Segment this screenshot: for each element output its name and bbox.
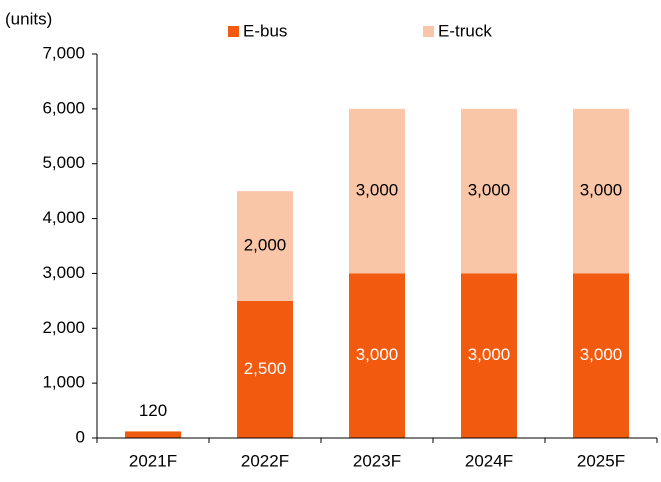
x-tick-label: 2023F xyxy=(353,451,401,470)
y-tick-label: 5,000 xyxy=(42,153,85,172)
data-label: 2,000 xyxy=(244,235,287,254)
x-tick-label: 2025F xyxy=(577,451,625,470)
y-tick-label: 4,000 xyxy=(42,208,85,227)
legend-swatch xyxy=(423,26,434,37)
x-tick-label: 2021F xyxy=(129,451,177,470)
y-tick-label: 6,000 xyxy=(42,98,85,117)
data-label: 3,000 xyxy=(580,345,623,364)
y-tick-label: 2,000 xyxy=(42,318,85,337)
y-axis-label: (units) xyxy=(5,9,52,28)
legend-label: E-truck xyxy=(438,21,492,40)
bar-segment xyxy=(461,273,517,438)
bar-segment xyxy=(349,273,405,438)
bar-segment xyxy=(573,273,629,438)
data-label: 3,000 xyxy=(580,181,623,200)
y-tick-label: 3,000 xyxy=(42,263,85,282)
bar-segment xyxy=(237,300,293,438)
data-label: 3,000 xyxy=(356,345,399,364)
bar-segment xyxy=(573,108,629,274)
bar-segment xyxy=(237,191,293,301)
y-tick-label: 1,000 xyxy=(42,373,85,392)
data-label: 3,000 xyxy=(468,181,511,200)
y-tick-label: 7,000 xyxy=(42,43,85,62)
data-label: 120 xyxy=(139,401,167,420)
data-label: 3,000 xyxy=(356,181,399,200)
legend-label: E-bus xyxy=(243,21,287,40)
x-tick-label: 2022F xyxy=(241,451,289,470)
y-tick-label: 0 xyxy=(76,427,85,446)
x-tick-label: 2024F xyxy=(465,451,513,470)
bar-segment xyxy=(461,108,517,274)
legend-swatch xyxy=(228,26,239,37)
data-label: 3,000 xyxy=(468,345,511,364)
data-label: 2,500 xyxy=(244,359,287,378)
bar-segment xyxy=(125,431,181,438)
bar-segment xyxy=(349,108,405,274)
